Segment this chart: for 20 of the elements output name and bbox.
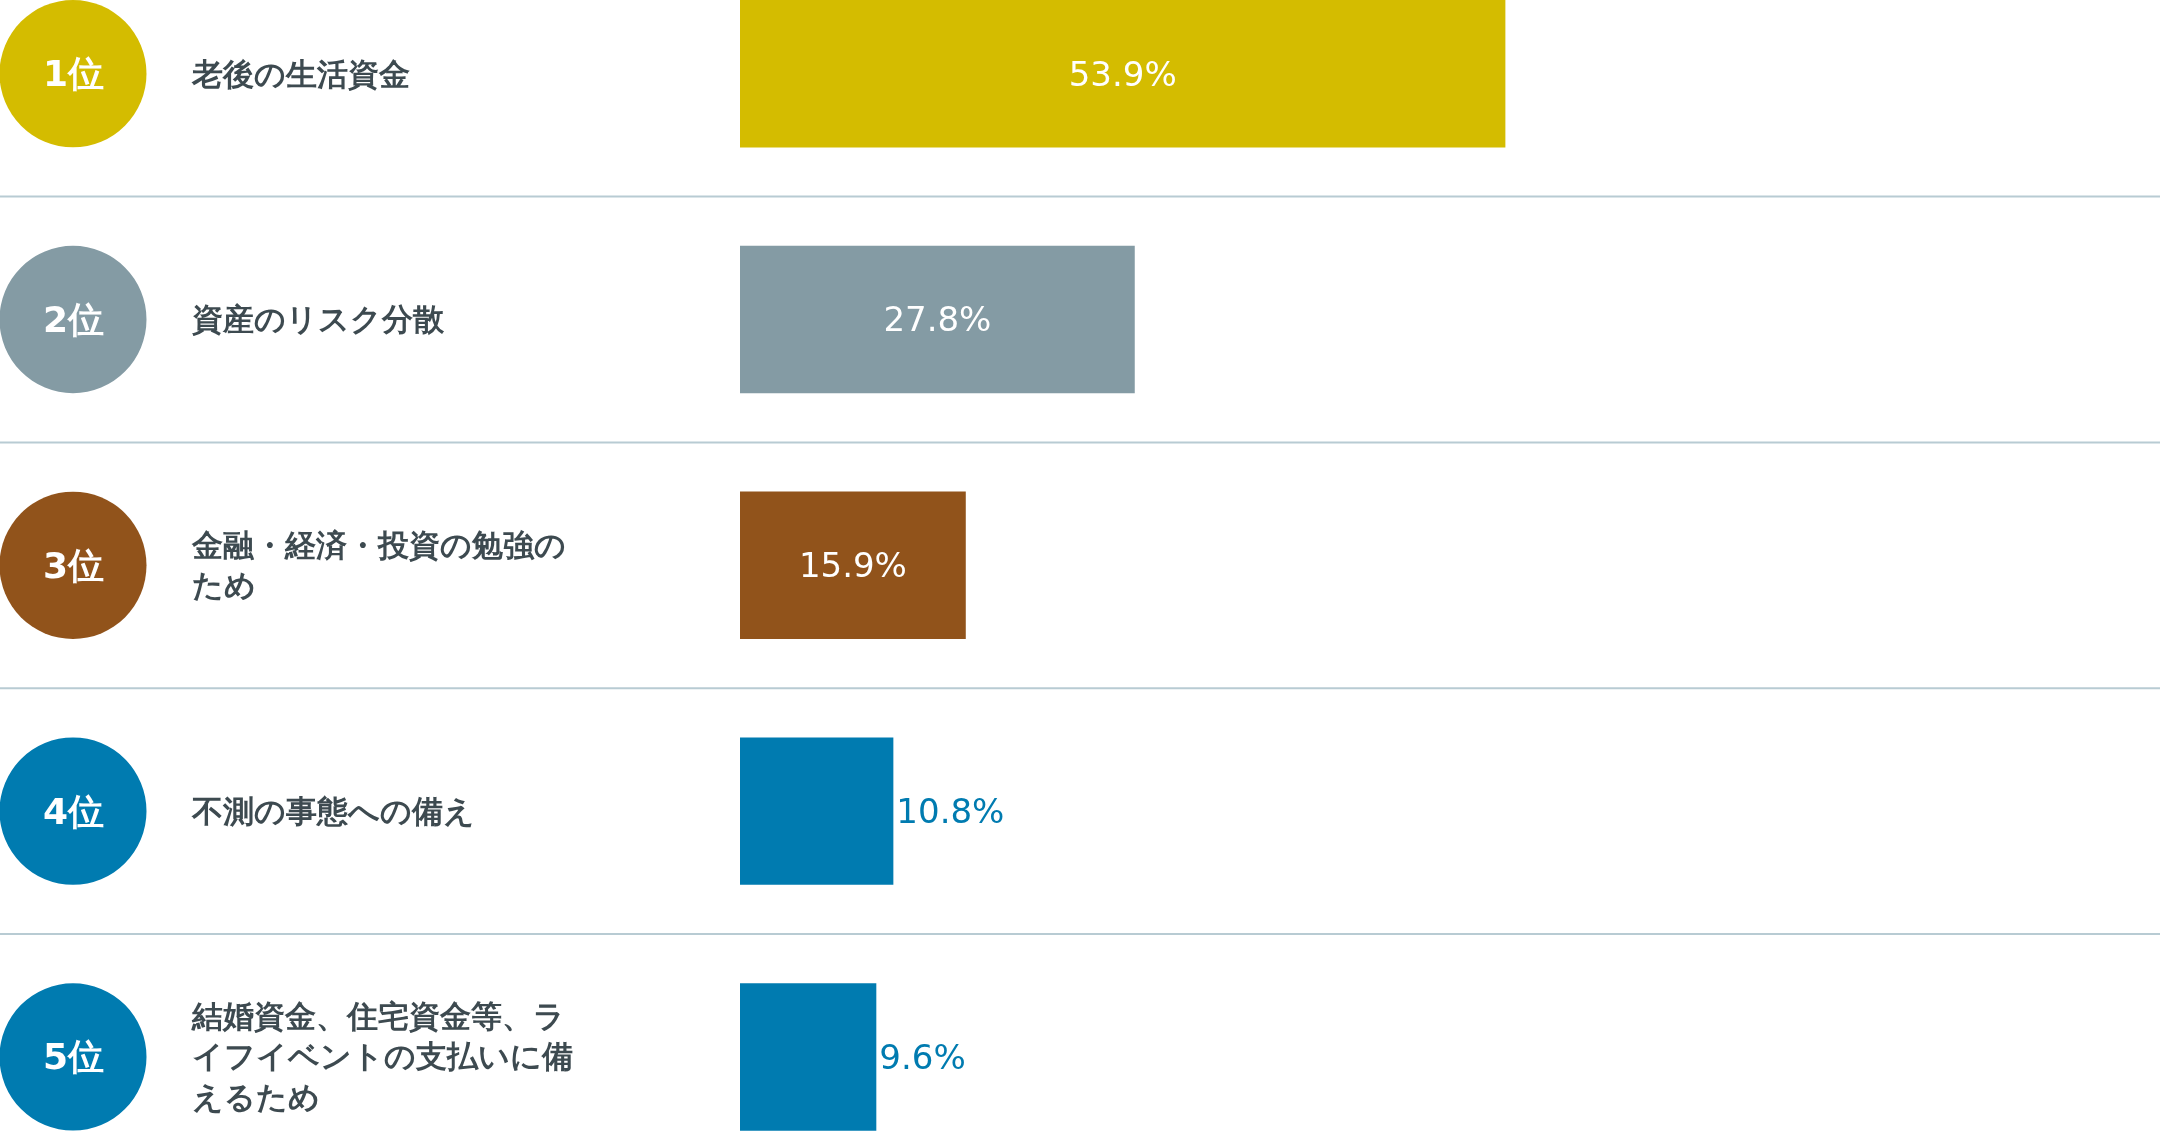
data-label: 15.9% [798,545,907,586]
bar [740,0,1506,148]
y-tick-label: 金融・経済・投資の勉強のため [191,527,566,604]
text: 4位 [43,791,105,832]
bar [740,245,1135,394]
bar [740,983,877,1131]
bar [740,491,966,640]
data-label: 27.8% [883,299,992,340]
bar [740,737,894,885]
data-label: 9.6% [879,1036,966,1077]
data-label: 53.9% [1068,53,1177,94]
text: 2位 [43,299,105,340]
y-tick-label: 資産のリスク分散 [191,301,445,337]
text: 3位 [43,545,105,586]
data-label: 10.8% [896,791,1005,832]
text: 1位 [43,53,105,94]
y-tick-label: 不測の事態への備え [191,793,475,829]
y-tick-label: 老後の生活資金 [191,56,410,92]
y-tick-label: 結婚資金、住宅資金等、ライフイベントの支払いに備えるため [191,998,573,1115]
text: 5位 [43,1036,105,1077]
